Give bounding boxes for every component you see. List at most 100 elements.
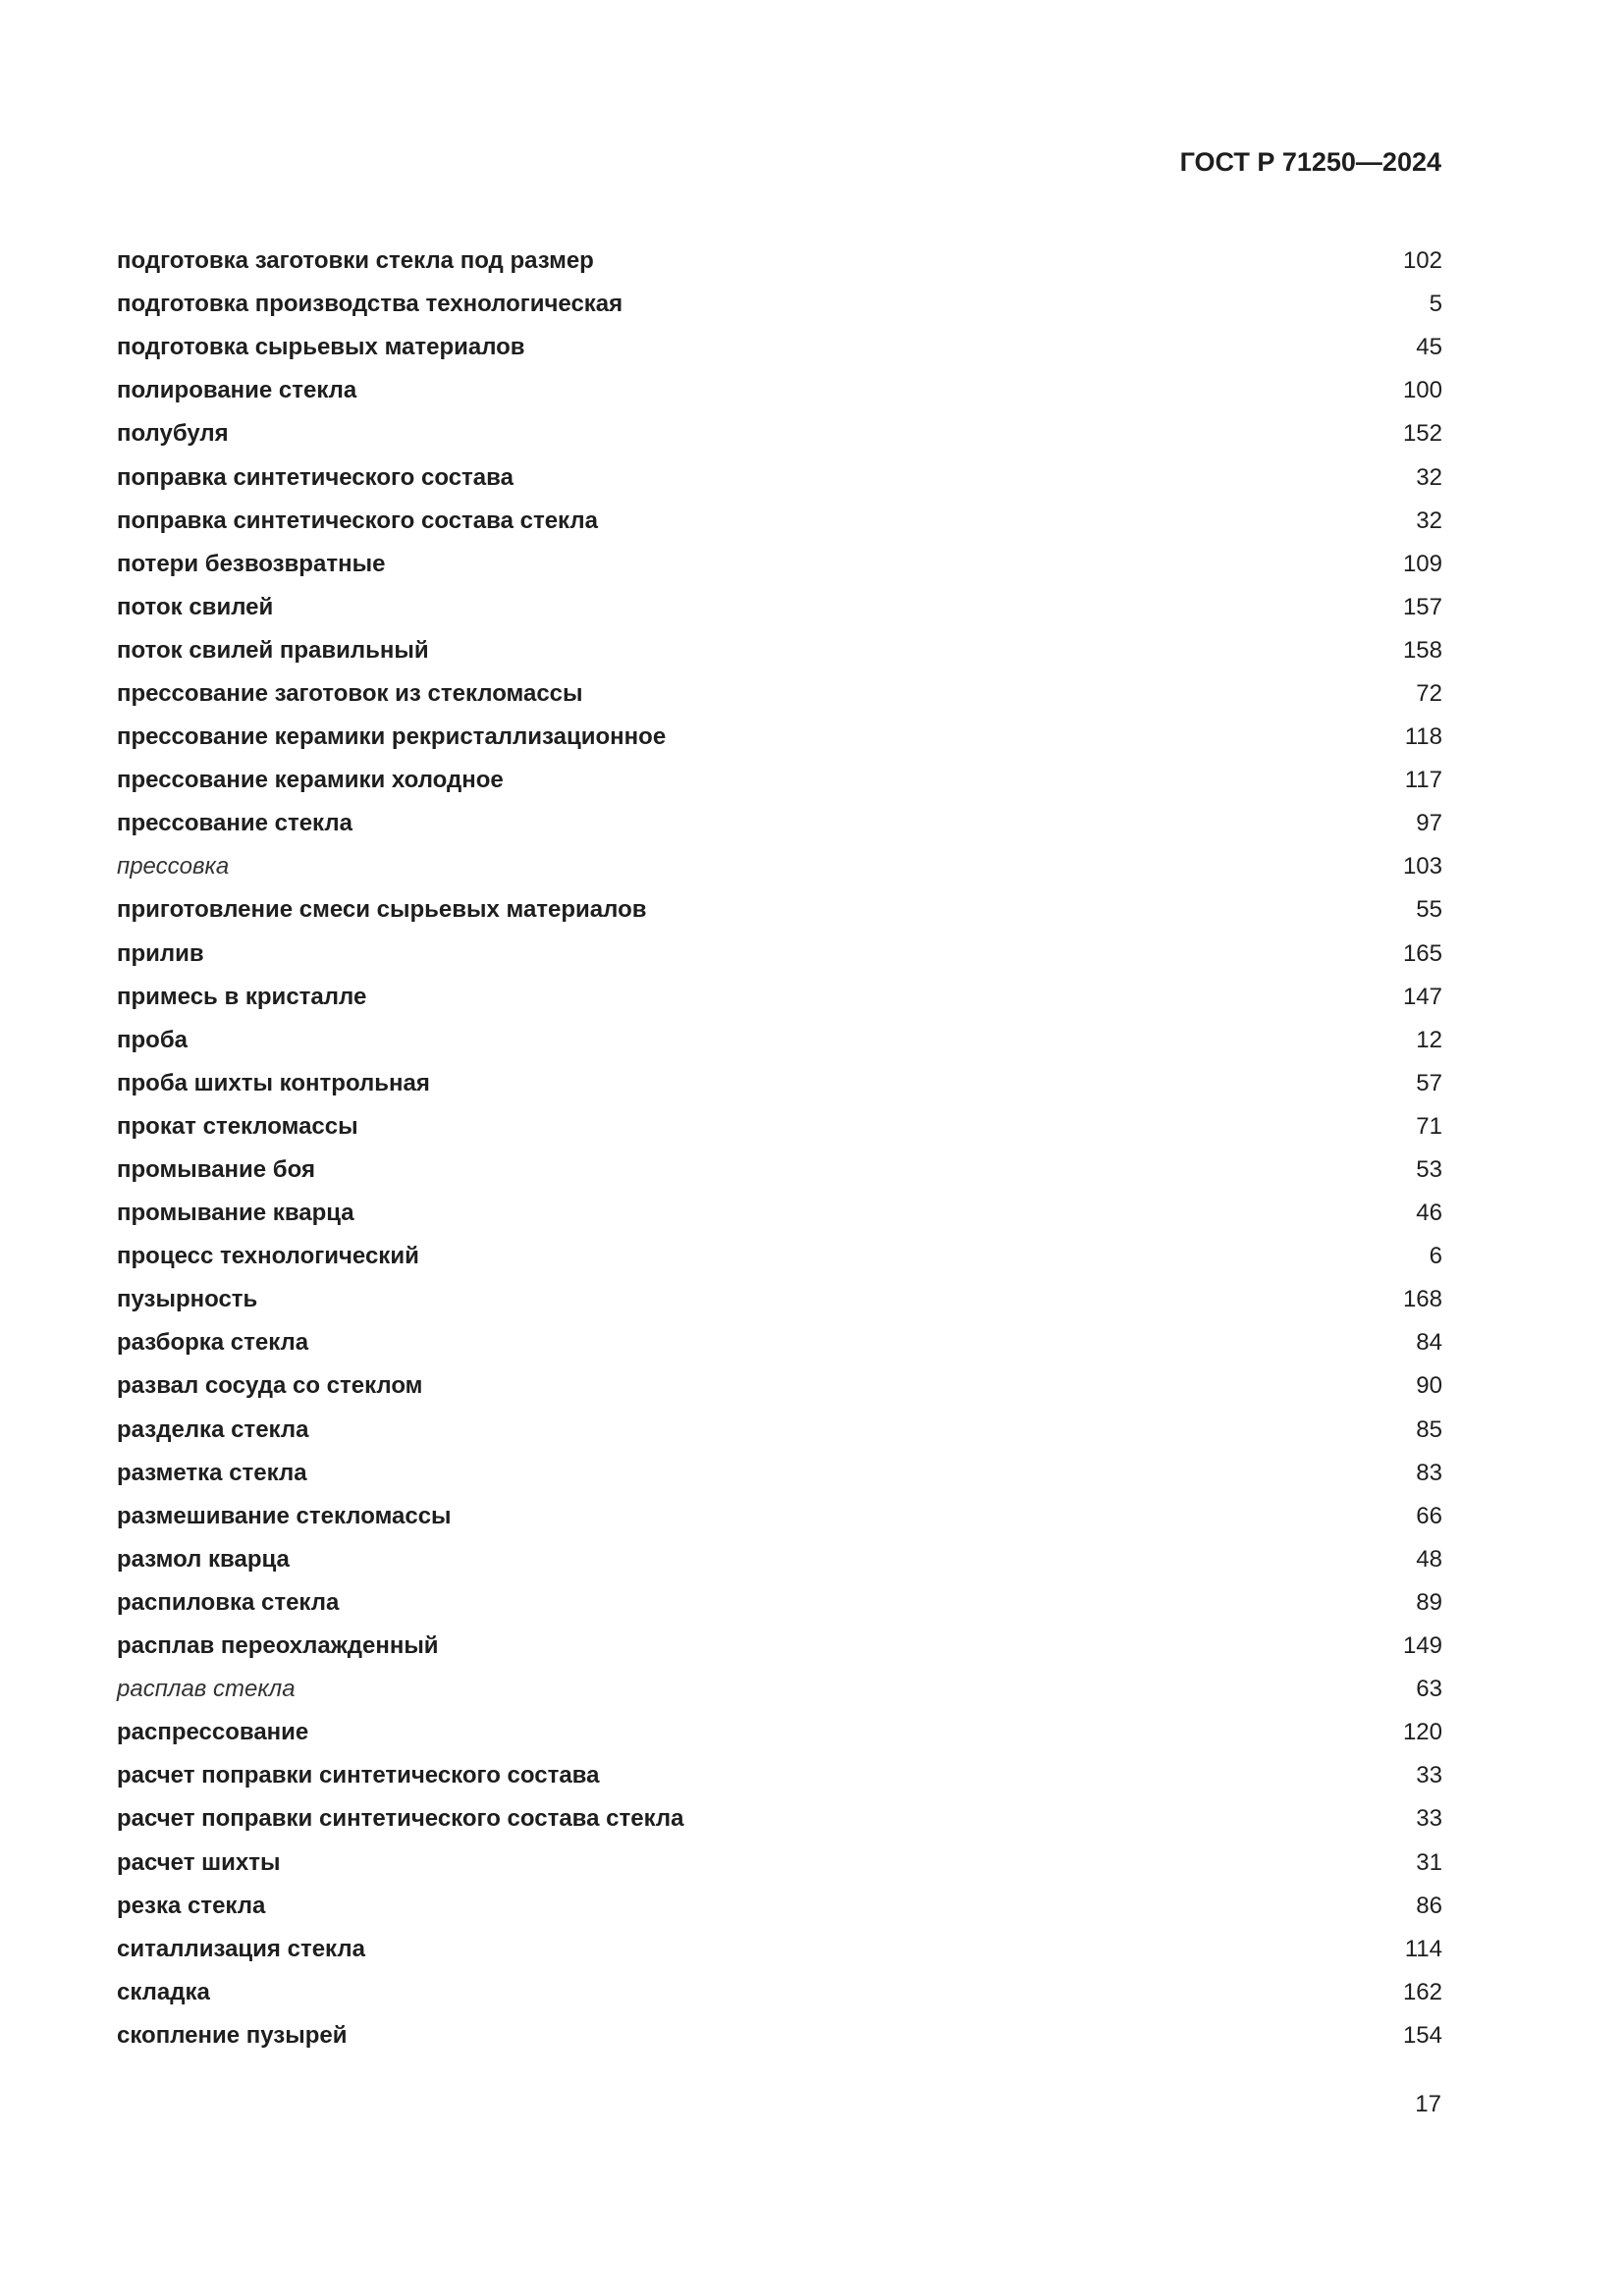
index-page-ref: 33 xyxy=(1416,1762,1442,1789)
index-term: расчет поправки синтетического состава с… xyxy=(117,1805,684,1833)
index-page-ref: 152 xyxy=(1402,420,1442,448)
index-entry: прессование керамики холодное 117 xyxy=(117,759,1442,802)
index-term: поправка синтетического состава стекла xyxy=(117,507,598,534)
index-page-ref: 31 xyxy=(1416,1848,1442,1876)
index-term: прессование керамики холодное xyxy=(117,767,504,794)
index-term: пузырность xyxy=(117,1286,258,1313)
index-entry: скопление пузырей 154 xyxy=(117,2014,1442,2057)
index-entry: разборка стекла 84 xyxy=(117,1321,1442,1364)
index-term: полирование стекла xyxy=(117,377,357,404)
index-entry: размол кварца 48 xyxy=(117,1538,1442,1581)
index-entry: прессовка 103 xyxy=(117,845,1442,888)
index-term: прессовка xyxy=(117,853,230,881)
index-page-ref: 165 xyxy=(1402,939,1442,967)
index-term: размешивание стекломассы xyxy=(117,1502,452,1529)
index-term: процесс технологический xyxy=(117,1243,419,1270)
index-term: разделка стекла xyxy=(117,1415,309,1443)
index-page-ref: 63 xyxy=(1416,1676,1442,1703)
index-term: поток свилей xyxy=(117,593,274,620)
index-entry: прессование стекла 97 xyxy=(117,802,1442,845)
index-entry: полубуля 152 xyxy=(117,412,1442,455)
index-entry: приготовление смеси сырьевых материалов 5… xyxy=(117,888,1442,932)
index-term: полубуля xyxy=(117,420,229,448)
index-term: подготовка заготовки стекла под размер xyxy=(117,247,594,275)
index-entry: расплав переохлажденный 149 xyxy=(117,1625,1442,1668)
index-entry: распрессование 120 xyxy=(117,1711,1442,1754)
index-term: ситаллизация стекла xyxy=(117,1935,365,1962)
index-page-ref: 102 xyxy=(1402,247,1442,275)
index-entry: расчет поправки синтетического состава 33 xyxy=(117,1754,1442,1797)
index-entry: подготовка производства технологическая 5 xyxy=(117,283,1442,326)
index-entry: поправка синтетического состава 32 xyxy=(117,455,1442,499)
index-entry: расчет поправки синтетического состава с… xyxy=(117,1797,1442,1841)
index-term: расплав переохлажденный xyxy=(117,1632,439,1660)
index-term: разборка стекла xyxy=(117,1329,309,1357)
index-entry: прокат стекломассы 71 xyxy=(117,1105,1442,1148)
index-term: расчет шихты xyxy=(117,1848,281,1876)
index-page-ref: 158 xyxy=(1402,636,1442,664)
index-page-ref: 117 xyxy=(1404,767,1442,794)
document-code-header: ГОСТ Р 71250—2024 xyxy=(1179,147,1441,177)
index-entry: проба 12 xyxy=(117,1019,1442,1062)
index-page-ref: 147 xyxy=(1402,983,1442,1010)
index-page-ref: 90 xyxy=(1416,1372,1442,1400)
index-page-ref: 32 xyxy=(1416,463,1442,491)
index-page-ref: 66 xyxy=(1416,1502,1442,1529)
index-page-ref: 55 xyxy=(1416,896,1442,924)
index-page-ref: 103 xyxy=(1402,853,1442,881)
index-entry: пузырность 168 xyxy=(117,1278,1442,1321)
index-entry: расчет шихты 31 xyxy=(117,1841,1442,1884)
index-term: складка xyxy=(117,1978,210,2005)
index-term: скопление пузырей xyxy=(117,2021,348,2049)
index-page-ref: 12 xyxy=(1416,1026,1442,1053)
index-page-ref: 85 xyxy=(1416,1415,1442,1443)
index-entry: размешивание стекломассы 66 xyxy=(117,1495,1442,1538)
index-term: приготовление смеси сырьевых материалов xyxy=(117,896,647,924)
index-entry: промывание боя 53 xyxy=(117,1148,1442,1192)
index-entry: ситаллизация стекла 114 xyxy=(117,1928,1442,1971)
index-term: подготовка сырьевых материалов xyxy=(117,334,525,361)
index-term: развал сосуда со стеклом xyxy=(117,1372,423,1400)
index-term: прокат стекломассы xyxy=(117,1112,358,1140)
index-entry: процесс технологический 6 xyxy=(117,1235,1442,1278)
index-term: проба шихты контрольная xyxy=(117,1069,430,1096)
index-entry: разметка стекла 83 xyxy=(117,1452,1442,1495)
index-term: распрессование xyxy=(117,1719,309,1746)
index-term: прессование стекла xyxy=(117,810,352,837)
index-entry: промывание кварца 46 xyxy=(117,1192,1442,1235)
index-entry: поток свилей правильный 158 xyxy=(117,629,1442,672)
index-term: расчет поправки синтетического состава xyxy=(117,1762,600,1789)
index-page-ref: 6 xyxy=(1429,1243,1442,1270)
index-page-ref: 71 xyxy=(1416,1112,1442,1140)
page-number: 17 xyxy=(1415,2091,1441,2117)
index-entry: полирование стекла 100 xyxy=(117,369,1442,412)
index-term: прессование заготовок из стекломассы xyxy=(117,679,583,707)
index-list: подготовка заготовки стекла под размер 10… xyxy=(117,240,1442,2057)
index-entry: поток свилей 157 xyxy=(117,586,1442,629)
index-entry: поправка синтетического состава стекла 32 xyxy=(117,500,1442,543)
index-entry: прессование керамики рекристаллизационно… xyxy=(117,716,1442,759)
index-page-ref: 32 xyxy=(1416,507,1442,534)
index-term: примесь в кристалле xyxy=(117,983,367,1010)
index-entry: потери безвозвратные 109 xyxy=(117,543,1442,586)
index-entry: резка стекла 86 xyxy=(117,1885,1442,1928)
index-page-ref: 149 xyxy=(1402,1632,1442,1660)
index-term: резка стекла xyxy=(117,1892,266,1919)
index-term: прессование керамики рекристаллизационно… xyxy=(117,723,667,751)
index-page-ref: 162 xyxy=(1402,1978,1442,2005)
index-page-ref: 57 xyxy=(1416,1069,1442,1096)
index-page-ref: 118 xyxy=(1404,723,1442,751)
index-term: поток свилей правильный xyxy=(117,636,429,664)
index-page-ref: 168 xyxy=(1402,1286,1442,1313)
index-entry: подготовка сырьевых материалов 45 xyxy=(117,326,1442,369)
index-entry: прилив 165 xyxy=(117,933,1442,976)
index-page-ref: 84 xyxy=(1416,1329,1442,1357)
index-page-ref: 48 xyxy=(1416,1545,1442,1573)
index-page-ref: 154 xyxy=(1402,2021,1442,2049)
index-term: разметка стекла xyxy=(117,1459,307,1486)
index-page-ref: 53 xyxy=(1416,1156,1442,1184)
index-term: распиловка стекла xyxy=(117,1588,340,1616)
index-entry: складка 162 xyxy=(117,1971,1442,2014)
index-page-ref: 109 xyxy=(1402,550,1442,577)
index-page-ref: 46 xyxy=(1416,1200,1442,1227)
